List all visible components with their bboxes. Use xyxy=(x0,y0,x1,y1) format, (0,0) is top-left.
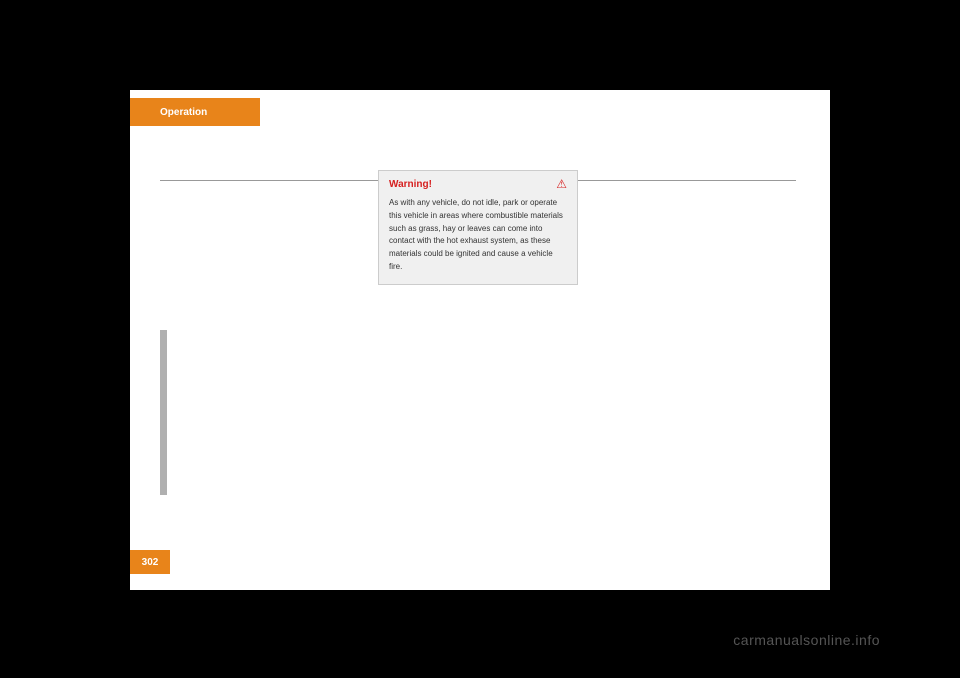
warning-body-text: As with any vehicle, do not idle, park o… xyxy=(379,193,577,284)
section-tab: Operation xyxy=(130,98,260,126)
page-number-badge: 302 xyxy=(130,550,170,574)
warning-icon: ⚠ xyxy=(556,177,567,191)
divider-rule-right xyxy=(578,180,796,181)
warning-header: Warning! ⚠ xyxy=(379,171,577,193)
manual-page xyxy=(130,90,830,590)
sidebar-marker xyxy=(160,330,167,495)
warning-title: Warning! xyxy=(389,179,432,190)
section-tab-label: Operation xyxy=(160,107,207,118)
page-number-value: 302 xyxy=(142,557,159,568)
divider-rule-left xyxy=(160,180,378,181)
warning-callout: Warning! ⚠ As with any vehicle, do not i… xyxy=(378,170,578,285)
watermark-text: carmanualsonline.info xyxy=(733,632,880,648)
